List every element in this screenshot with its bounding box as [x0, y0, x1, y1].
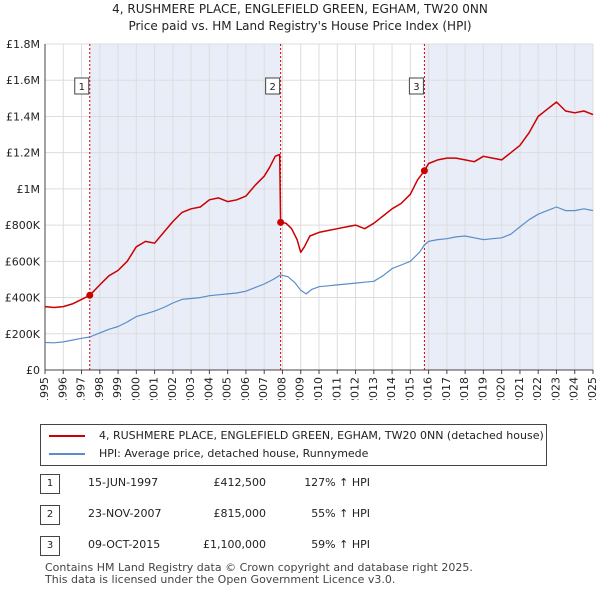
y-tick-label: £200K [5, 328, 41, 341]
sale-point [86, 291, 94, 299]
transaction-hpi-change: 59% ↑ HPI [311, 538, 370, 551]
chart-subtitle: Price paid vs. HM Land Registry's House … [128, 19, 472, 33]
x-tick-label: 2000 [129, 377, 142, 400]
y-tick-label: £400K [5, 292, 41, 305]
x-tick-label: 2025 [586, 377, 599, 400]
y-tick-label: £800K [5, 219, 41, 232]
x-tick-label: 2006 [239, 377, 252, 400]
transaction-number: 1 [40, 474, 60, 494]
legend-swatch-property [49, 435, 85, 437]
x-tick-label: 2003 [184, 377, 197, 400]
y-tick-label: £1M [17, 183, 41, 196]
marker-label: 2 [269, 82, 275, 93]
transaction-hpi-change: 55% ↑ HPI [311, 507, 370, 520]
marker-box [74, 77, 90, 95]
y-tick-label: £1.2M [6, 147, 40, 160]
x-tick-label: 2022 [531, 377, 544, 400]
transaction-date: 15-JUN-1997 [88, 476, 159, 489]
x-tick-label: 2010 [312, 377, 325, 400]
x-tick-label: 2001 [148, 377, 161, 400]
x-tick-label: 2013 [367, 377, 380, 400]
transaction-row: 1 15-JUN-1997 £412,500 127% ↑ HPI [0, 472, 600, 496]
x-tick-label: 2018 [458, 377, 471, 400]
shaded-period [424, 44, 593, 370]
x-tick-label: 2005 [221, 377, 234, 400]
transaction-date: 23-NOV-2007 [88, 507, 162, 520]
series-line-hpi [44, 206, 594, 344]
shaded-period [89, 44, 281, 370]
x-tick-label: 2024 [568, 377, 581, 400]
legend-swatch-hpi [49, 453, 85, 455]
x-tick-label: 2009 [294, 377, 307, 400]
transaction-row: 3 09-OCT-2015 £1,100,000 59% ↑ HPI [0, 534, 600, 558]
x-tick-label: 2008 [275, 377, 288, 400]
x-tick-label: 2014 [385, 377, 398, 400]
sale-point [420, 167, 428, 175]
marker-label: 1 [79, 82, 85, 93]
x-tick-label: 2019 [476, 377, 489, 400]
y-tick-label: £1.4M [6, 110, 40, 123]
transaction-number: 2 [40, 505, 60, 525]
x-tick-label: 2007 [257, 377, 270, 400]
x-tick-label: 2021 [513, 377, 526, 400]
footer-copyright: Contains HM Land Registry data © Crown c… [45, 561, 473, 574]
x-tick-label: 2020 [495, 377, 508, 400]
x-tick-label: 1995 [38, 377, 51, 400]
y-tick-label: £1.8M [6, 38, 40, 51]
x-tick-label: 2012 [349, 377, 362, 400]
transaction-price: £412,500 [213, 476, 267, 489]
transaction-number: 3 [40, 536, 60, 556]
x-tick-label: 1996 [56, 377, 69, 400]
transaction-date: 09-OCT-2015 [88, 538, 161, 551]
x-tick-label: 1999 [111, 377, 124, 400]
marker-label: 3 [413, 82, 419, 93]
transaction-price: £1,100,000 [203, 538, 266, 551]
sale-point [277, 218, 285, 226]
y-tick-label: £1.6M [6, 74, 40, 87]
x-tick-label: 2016 [422, 377, 435, 400]
legend-label-hpi: HPI: Average price, detached house, Runn… [99, 447, 369, 460]
x-tick-label: 2004 [202, 377, 215, 400]
x-tick-label: 2015 [403, 377, 416, 400]
legend-label-property: 4, RUSHMERE PLACE, ENGLEFIELD GREEN, EGH… [99, 429, 544, 442]
x-tick-label: 1998 [93, 377, 106, 400]
x-tick-label: 2002 [166, 377, 179, 400]
legend: 4, RUSHMERE PLACE, ENGLEFIELD GREEN, EGH… [40, 424, 547, 466]
transaction-row: 2 23-NOV-2007 £815,000 55% ↑ HPI [0, 503, 600, 527]
chart-title: 4, RUSHMERE PLACE, ENGLEFIELD GREEN, EGH… [112, 2, 488, 16]
x-tick-label: 2023 [549, 377, 562, 400]
price-chart: £0 £200K £400K £600K £800K £1M £1.2M £1.4M £1.6M… [5, 38, 599, 400]
y-tick-label: £600K [5, 255, 41, 268]
x-tick-label: 2017 [440, 377, 453, 400]
marker-box [408, 77, 424, 95]
marker-box [265, 77, 281, 95]
x-tick-label: 2011 [330, 377, 343, 400]
transaction-price: £815,000 [213, 507, 267, 520]
transaction-hpi-change: 127% ↑ HPI [304, 476, 370, 489]
series-line-property [44, 101, 594, 309]
footer-license: This data is licensed under the Open Gov… [45, 573, 396, 586]
x-tick-label: 1997 [75, 377, 88, 400]
y-tick-label: £0 [26, 364, 40, 377]
